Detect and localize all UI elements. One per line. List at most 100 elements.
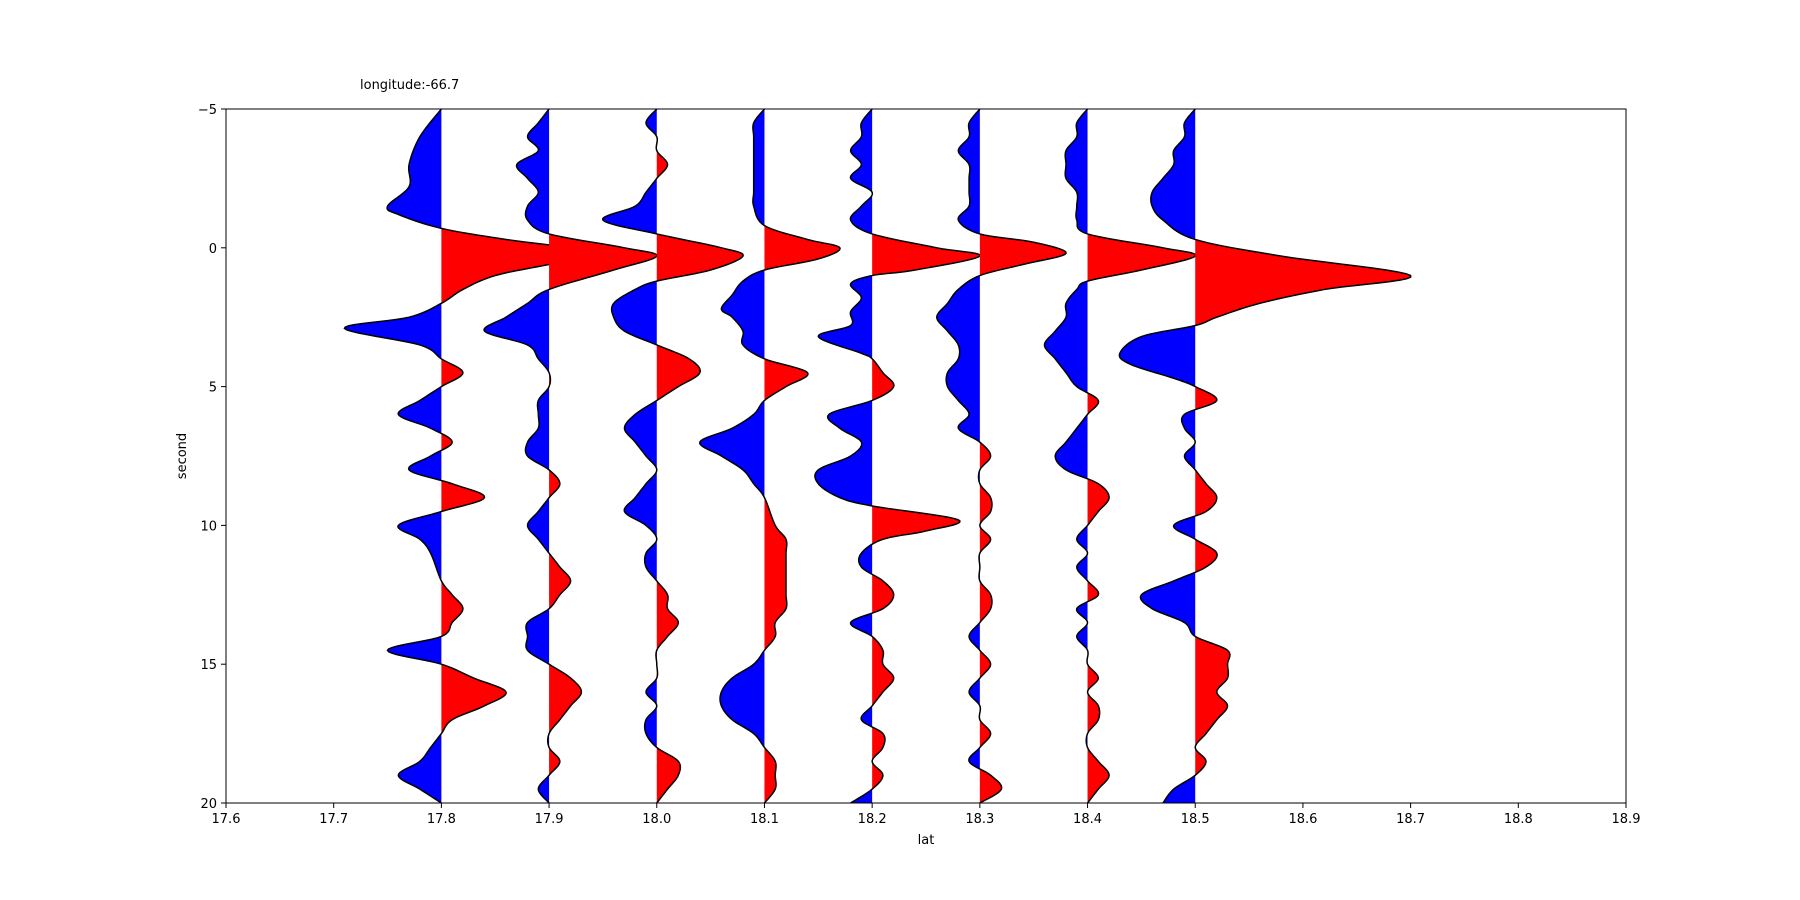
negative-fill-4 [1076, 601, 1088, 651]
y-tick-label: 15 [200, 658, 217, 673]
trace-line [601, 109, 744, 803]
negative-fill-3 [814, 400, 873, 506]
plot-frame [225, 108, 1627, 804]
positive-fill-1 [1195, 239, 1411, 326]
negative-fill-2 [525, 386, 550, 470]
negative-fill-3 [527, 497, 550, 554]
negative-fill-0 [387, 109, 442, 229]
positive-fill-3 [441, 433, 453, 451]
trace-18.2 [814, 109, 981, 803]
trace-line [1043, 109, 1197, 803]
trace-17.9 [483, 109, 658, 803]
negative-fill-5 [969, 622, 980, 651]
y-tick-label: 0 [209, 242, 217, 257]
positive-fill-8 [979, 719, 991, 748]
negative-fill-2 [398, 386, 442, 434]
negative-fill-3 [720, 650, 765, 748]
negative-fill-2 [699, 400, 765, 498]
trace-line [699, 109, 841, 803]
positive-fill-3 [764, 497, 787, 651]
positive-fill-5 [549, 664, 582, 734]
negative-fill-1 [1119, 325, 1196, 387]
x-tick-label: 17.6 [212, 812, 241, 827]
y-tick-label: 10 [200, 519, 217, 534]
positive-fill-7 [656, 580, 679, 651]
x-tick-label: 18.2 [858, 812, 887, 827]
positive-fill-6 [441, 664, 507, 734]
positive-fill-5 [1195, 539, 1218, 573]
negative-fill-6 [538, 775, 550, 803]
negative-fill-2 [1055, 414, 1088, 479]
x-tick-label: 18.7 [1396, 812, 1425, 827]
positive-fill-6 [979, 650, 991, 679]
trace-18.4 [1043, 109, 1197, 803]
positive-fill-1 [1087, 233, 1196, 282]
positive-fill-5 [872, 574, 894, 614]
negative-fill-4 [624, 400, 657, 581]
positive-fill-9 [979, 768, 1002, 803]
negative-fill-8 [850, 789, 873, 803]
traces-group [343, 109, 1412, 803]
positive-fill-2 [441, 358, 463, 387]
negative-fill-0 [958, 109, 980, 234]
negative-fill-0 [1150, 109, 1196, 240]
y-tick-label: −5 [198, 103, 217, 118]
x-tick-label: 18.4 [1073, 812, 1102, 827]
negative-fill-0 [752, 109, 765, 226]
positive-fill-3 [979, 483, 992, 554]
negative-fill-0 [516, 109, 550, 234]
x-axis: 17.6 17.7 17.8 17.9 18.0 18.1 18.2 18.3 18.4 18.5… [212, 803, 1640, 827]
positive-fill-4 [764, 747, 777, 803]
negative-fill-1 [850, 194, 873, 234]
negative-fill-3 [611, 281, 657, 345]
positive-fill-1 [764, 225, 841, 271]
positive-fill-4 [441, 480, 485, 512]
negative-fill-1 [721, 270, 765, 359]
positive-fill-1 [979, 233, 1066, 276]
y-tick-label: 5 [209, 381, 217, 396]
trace-line [936, 109, 1067, 803]
negative-fill-6 [969, 678, 980, 706]
positive-fill-3 [549, 469, 560, 498]
negative-fill-0 [646, 109, 657, 137]
chart-title: longitude:-66.7 [360, 78, 459, 93]
positive-fill-2 [979, 442, 991, 470]
positive-fill-2 [764, 358, 808, 401]
negative-fill-4 [397, 511, 442, 581]
x-tick-label: 18.5 [1181, 812, 1210, 827]
negative-fill-4 [525, 608, 550, 665]
negative-fill-4 [1140, 572, 1196, 637]
positive-fill-6 [1195, 636, 1230, 776]
trace-line [1118, 109, 1412, 803]
y-tick-label: 20 [200, 797, 217, 812]
x-tick-label: 18.6 [1288, 812, 1317, 827]
negative-fill-5 [387, 636, 442, 665]
x-axis-label: lat [918, 833, 935, 848]
positive-fill-3 [656, 233, 744, 282]
x-tick-label: 17.7 [319, 812, 348, 827]
y-axis: −5 0 5 10 15 20 [198, 103, 226, 812]
positive-fill-9 [1087, 747, 1110, 803]
trace-18.5 [1118, 109, 1412, 803]
negative-fill-6 [398, 733, 442, 803]
positive-fill-6 [872, 636, 894, 706]
positive-fill-3 [1087, 478, 1110, 526]
negative-fill-1 [344, 303, 442, 359]
positive-fill-6 [549, 747, 560, 776]
positive-fill-5 [441, 580, 463, 637]
x-tick-label: 17.8 [427, 812, 456, 827]
x-tick-label: 17.9 [535, 812, 564, 827]
x-tick-label: 18.1 [750, 812, 779, 827]
positive-fill-3 [872, 358, 894, 401]
trace-line [483, 109, 658, 803]
x-tick-label: 18.3 [965, 812, 994, 827]
trace-18.1 [699, 109, 841, 803]
negative-fill-6 [644, 678, 657, 748]
negative-fill-2 [602, 178, 657, 234]
x-tick-label: 18.8 [1504, 812, 1533, 827]
positive-fill-1 [549, 233, 657, 290]
positive-fill-2 [656, 150, 668, 179]
negative-fill-1 [1044, 281, 1088, 393]
negative-fill-3 [1076, 525, 1088, 581]
positive-fill-4 [549, 553, 571, 609]
